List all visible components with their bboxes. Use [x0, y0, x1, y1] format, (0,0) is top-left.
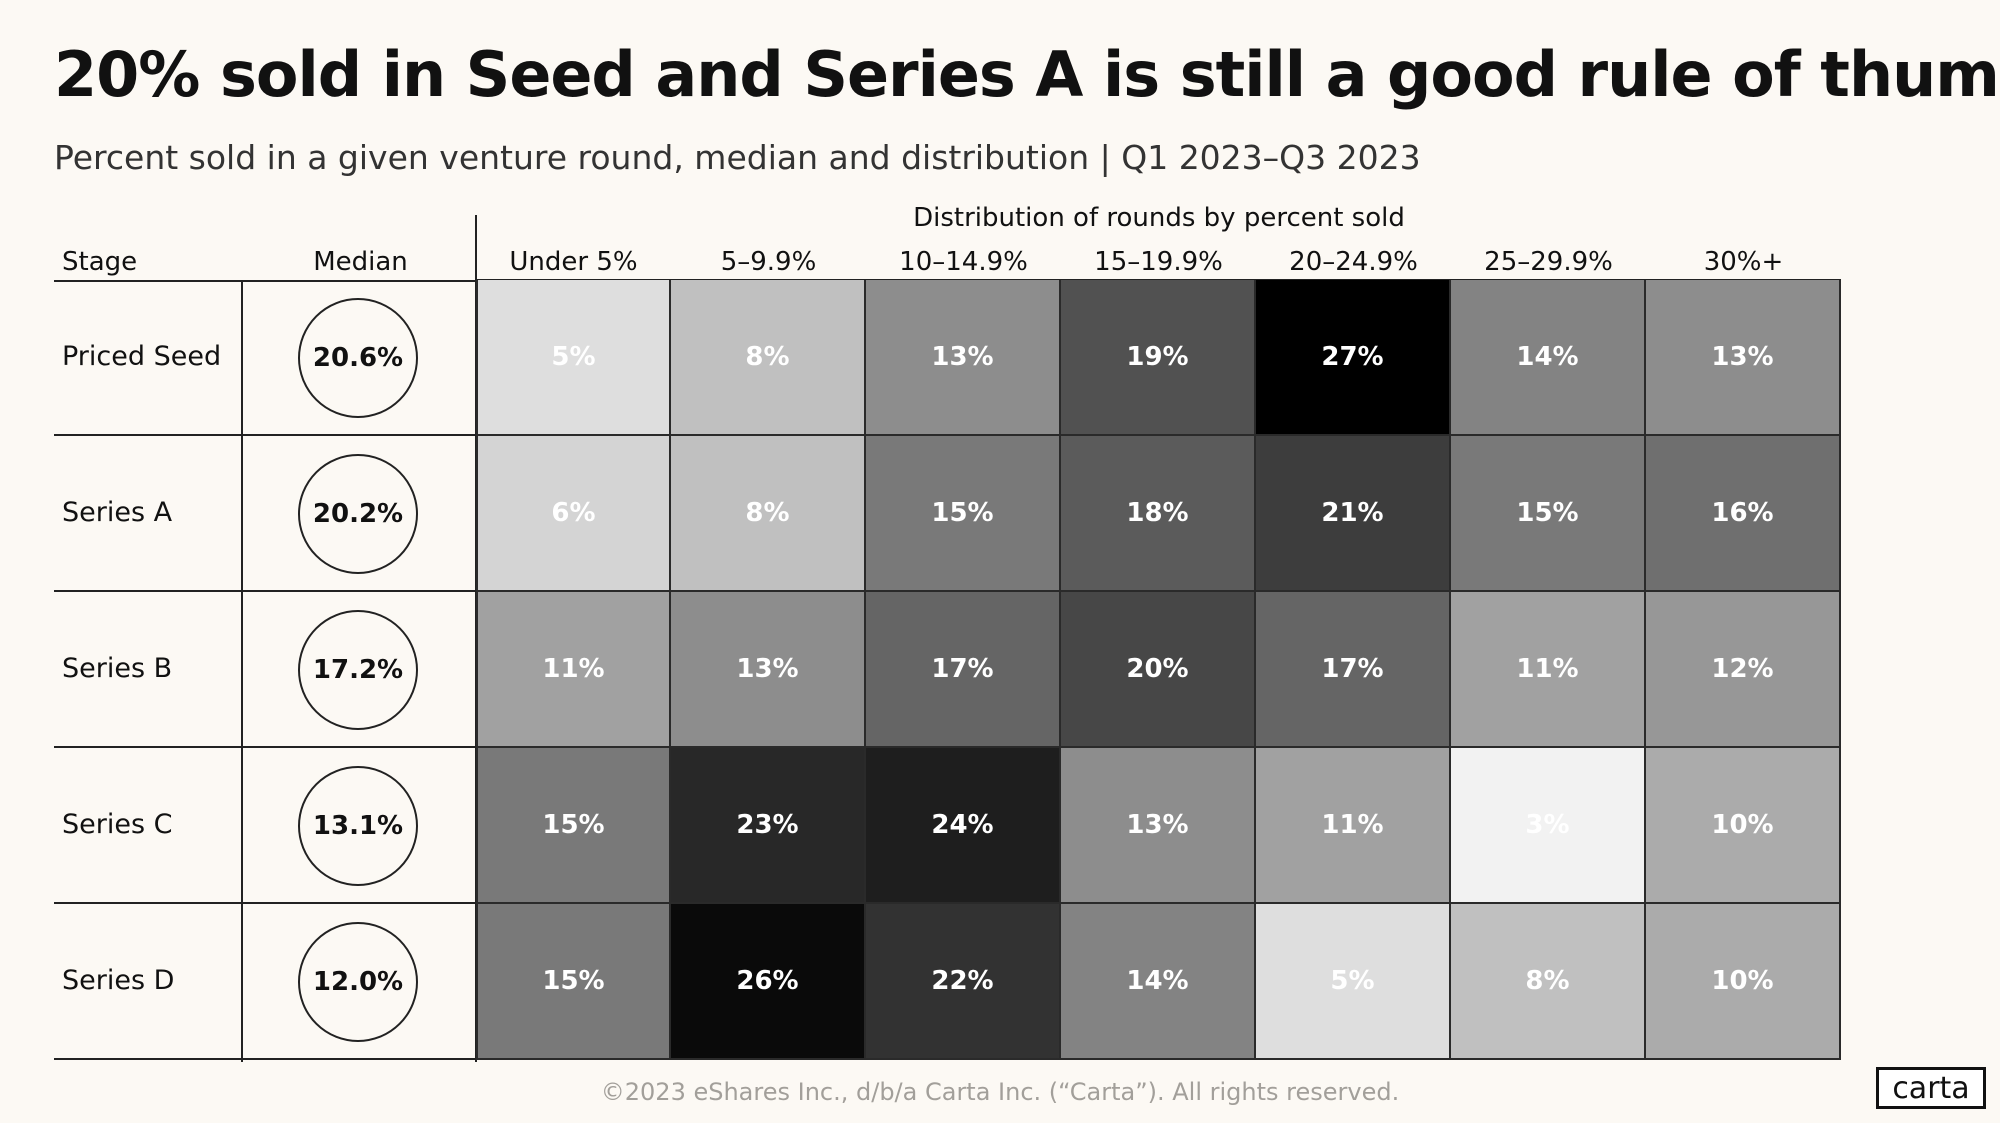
column-header: 5–9.9%	[720, 247, 817, 277]
heatmap-cell: 12%	[1646, 592, 1841, 748]
heatmap-cell: 15%	[476, 748, 671, 904]
column-header: 10–14.9%	[899, 247, 1028, 277]
median-column-header: Median	[313, 247, 408, 277]
stage-divider-line	[241, 280, 243, 1062]
median-value: 17.2%	[298, 610, 418, 730]
heatmap-cell: 16%	[1646, 436, 1841, 592]
heatmap-cell: 17%	[1256, 592, 1451, 748]
stage-label: Series B	[62, 653, 173, 684]
heatmap-cell: 17%	[866, 592, 1061, 748]
column-header: 15–19.9%	[1094, 247, 1223, 277]
heatmap-cell: 8%	[671, 436, 866, 592]
heatmap-cell: 18%	[1061, 436, 1256, 592]
heatmap-cell: 5%	[476, 280, 671, 436]
median-value: 13.1%	[298, 766, 418, 886]
row-divider-line	[54, 746, 476, 748]
column-header: Under 5%	[509, 247, 638, 277]
row-divider-line	[54, 902, 476, 904]
heatmap-cell: 11%	[476, 592, 671, 748]
heatmap-cell: 15%	[476, 904, 671, 1060]
stage-label: Series C	[62, 809, 173, 840]
heatmap-cell: 6%	[476, 436, 671, 592]
heatmap-cell: 3%	[1451, 748, 1646, 904]
heatmap-cell: 24%	[866, 748, 1061, 904]
median-value: 12.0%	[298, 922, 418, 1042]
heatmap-cell: 8%	[671, 280, 866, 436]
heatmap-cell: 14%	[1061, 904, 1256, 1060]
column-header: 25–29.9%	[1484, 247, 1613, 277]
chart-subtitle: Percent sold in a given venture round, m…	[54, 138, 1421, 177]
heatmap-cell: 23%	[671, 748, 866, 904]
heatmap-cell: 10%	[1646, 748, 1841, 904]
heatmap-cell: 13%	[1061, 748, 1256, 904]
row-divider-line	[54, 1058, 476, 1060]
column-header: 20–24.9%	[1289, 247, 1418, 277]
column-header: 30%+	[1703, 247, 1784, 277]
median-value: 20.6%	[298, 298, 418, 418]
heatmap-cell: 13%	[671, 592, 866, 748]
stage-label: Series A	[62, 497, 173, 528]
row-divider-line	[54, 434, 476, 436]
median-value: 20.2%	[298, 454, 418, 574]
heatmap-cell: 22%	[866, 904, 1061, 1060]
stage-label: Series D	[62, 965, 175, 996]
copyright-footer: ©2023 eShares Inc., d/b/a Carta Inc. (“C…	[600, 1078, 1400, 1106]
heatmap-cell: 5%	[1256, 904, 1451, 1060]
heatmap-cell: 13%	[1646, 280, 1841, 436]
heatmap-cell: 11%	[1451, 592, 1646, 748]
row-divider-line	[54, 590, 476, 592]
stage-label: Priced Seed	[62, 341, 222, 372]
heatmap-cell: 15%	[866, 436, 1061, 592]
heatmap-cell: 15%	[1451, 436, 1646, 592]
heatmap-cell: 11%	[1256, 748, 1451, 904]
heatmap-cell: 8%	[1451, 904, 1646, 1060]
heatmap-cell: 19%	[1061, 280, 1256, 436]
stage-column-header: Stage	[62, 247, 138, 277]
heatmap-cell: 14%	[1451, 280, 1646, 436]
heatmap-cell: 26%	[671, 904, 866, 1060]
row-divider-line	[54, 280, 476, 282]
heatmap-cell: 20%	[1061, 592, 1256, 748]
carta-logo: carta	[1876, 1067, 1986, 1109]
heatmap-cell: 27%	[1256, 280, 1451, 436]
heatmap-cell: 21%	[1256, 436, 1451, 592]
heatmap-cell: 13%	[866, 280, 1061, 436]
distribution-header: Distribution of rounds by percent sold	[913, 203, 1405, 233]
heatmap-cell: 10%	[1646, 904, 1841, 1060]
chart-title: 20% sold in Seed and Series A is still a…	[54, 38, 2000, 111]
